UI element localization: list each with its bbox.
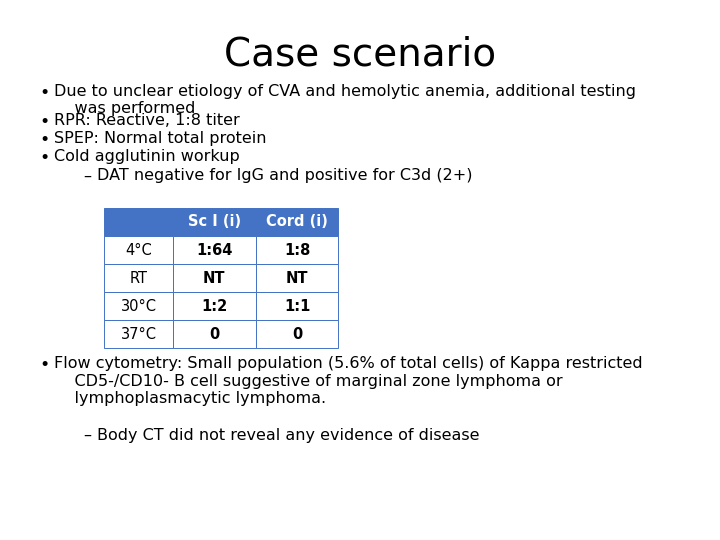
- Text: Case scenario: Case scenario: [224, 35, 496, 73]
- Text: 1:2: 1:2: [201, 299, 228, 314]
- FancyBboxPatch shape: [256, 236, 338, 264]
- Text: Due to unclear etiology of CVA and hemolytic anemia, additional testing
    was : Due to unclear etiology of CVA and hemol…: [54, 84, 636, 116]
- Text: –: –: [83, 168, 91, 184]
- Text: 30°C: 30°C: [121, 299, 157, 314]
- FancyBboxPatch shape: [173, 264, 256, 292]
- FancyBboxPatch shape: [256, 208, 338, 236]
- Text: •: •: [40, 131, 50, 149]
- FancyBboxPatch shape: [173, 208, 256, 236]
- Text: NT: NT: [203, 271, 225, 286]
- FancyBboxPatch shape: [173, 292, 256, 320]
- Text: Cold agglutinin workup: Cold agglutinin workup: [54, 149, 240, 164]
- Text: –: –: [83, 428, 91, 443]
- Text: •: •: [40, 356, 50, 374]
- Text: RT: RT: [130, 271, 148, 286]
- Text: 1:8: 1:8: [284, 242, 310, 258]
- Text: •: •: [40, 149, 50, 167]
- Text: 37°C: 37°C: [121, 327, 157, 342]
- Text: Cord (i): Cord (i): [266, 214, 328, 230]
- Text: •: •: [40, 84, 50, 102]
- Text: •: •: [40, 113, 50, 131]
- FancyBboxPatch shape: [173, 320, 256, 348]
- Text: DAT negative for IgG and positive for C3d (2+): DAT negative for IgG and positive for C3…: [97, 168, 473, 184]
- Text: 0: 0: [292, 327, 302, 342]
- Text: SPEP: Normal total protein: SPEP: Normal total protein: [54, 131, 266, 146]
- Text: 0: 0: [209, 327, 220, 342]
- Text: Sc I (i): Sc I (i): [188, 214, 240, 230]
- FancyBboxPatch shape: [104, 236, 173, 264]
- Text: 1:64: 1:64: [196, 242, 233, 258]
- FancyBboxPatch shape: [173, 236, 256, 264]
- FancyBboxPatch shape: [104, 292, 173, 320]
- Text: RPR: Reactive, 1:8 titer: RPR: Reactive, 1:8 titer: [54, 113, 240, 129]
- Text: Flow cytometry: Small population (5.6% of total cells) of Kappa restricted
    C: Flow cytometry: Small population (5.6% o…: [54, 356, 643, 406]
- Text: Body CT did not reveal any evidence of disease: Body CT did not reveal any evidence of d…: [97, 428, 480, 443]
- FancyBboxPatch shape: [104, 320, 173, 348]
- FancyBboxPatch shape: [104, 208, 173, 236]
- FancyBboxPatch shape: [104, 264, 173, 292]
- Text: 1:1: 1:1: [284, 299, 310, 314]
- Text: 4°C: 4°C: [125, 242, 152, 258]
- Text: NT: NT: [286, 271, 308, 286]
- FancyBboxPatch shape: [256, 292, 338, 320]
- FancyBboxPatch shape: [256, 264, 338, 292]
- FancyBboxPatch shape: [256, 320, 338, 348]
